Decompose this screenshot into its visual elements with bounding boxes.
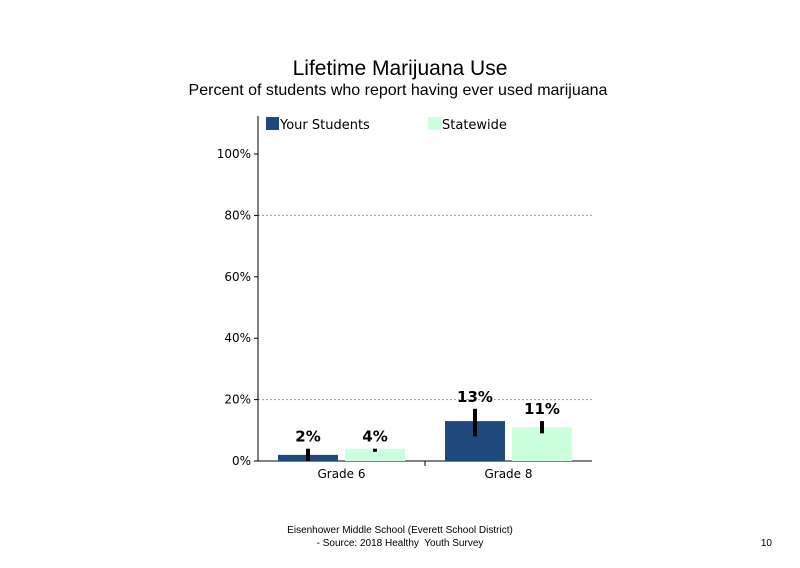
footer: Eisenhower Middle School (Everett School…: [0, 524, 800, 550]
y-tick-label-1: 20%: [224, 393, 251, 407]
data-label-1-0: 4%: [362, 428, 387, 446]
x-tick-label-0: Grade 6: [317, 467, 365, 481]
data-label-0-0: 2%: [295, 428, 320, 446]
data-label-1-1: 11%: [524, 400, 560, 418]
chart-title: Lifetime Marijuana Use: [292, 57, 508, 80]
page-number: 10: [760, 538, 772, 549]
chart-subtitle: Percent of students who report having ev…: [188, 82, 608, 99]
legend-label-0: Your Students: [279, 118, 370, 133]
y-tick-label-4: 80%: [224, 208, 251, 222]
y-tick-label-5: 100%: [217, 147, 251, 161]
legend-swatch-1: [428, 117, 441, 130]
footer-school: Eisenhower Middle School (Everett School…: [287, 525, 513, 536]
footer-source: - Source: 2018 Healthy Youth Survey: [316, 538, 484, 549]
y-tick-label-0: 0%: [232, 454, 251, 468]
bar-1-0: [345, 448, 405, 461]
legend-label-1: Statewide: [442, 118, 507, 133]
y-tick-label-2: 40%: [224, 331, 251, 345]
data-label-0-1: 13%: [457, 388, 493, 406]
legend-swatch-0: [266, 117, 279, 130]
x-tick-label-1: Grade 8: [484, 467, 532, 481]
y-tick-label-3: 60%: [224, 270, 251, 284]
